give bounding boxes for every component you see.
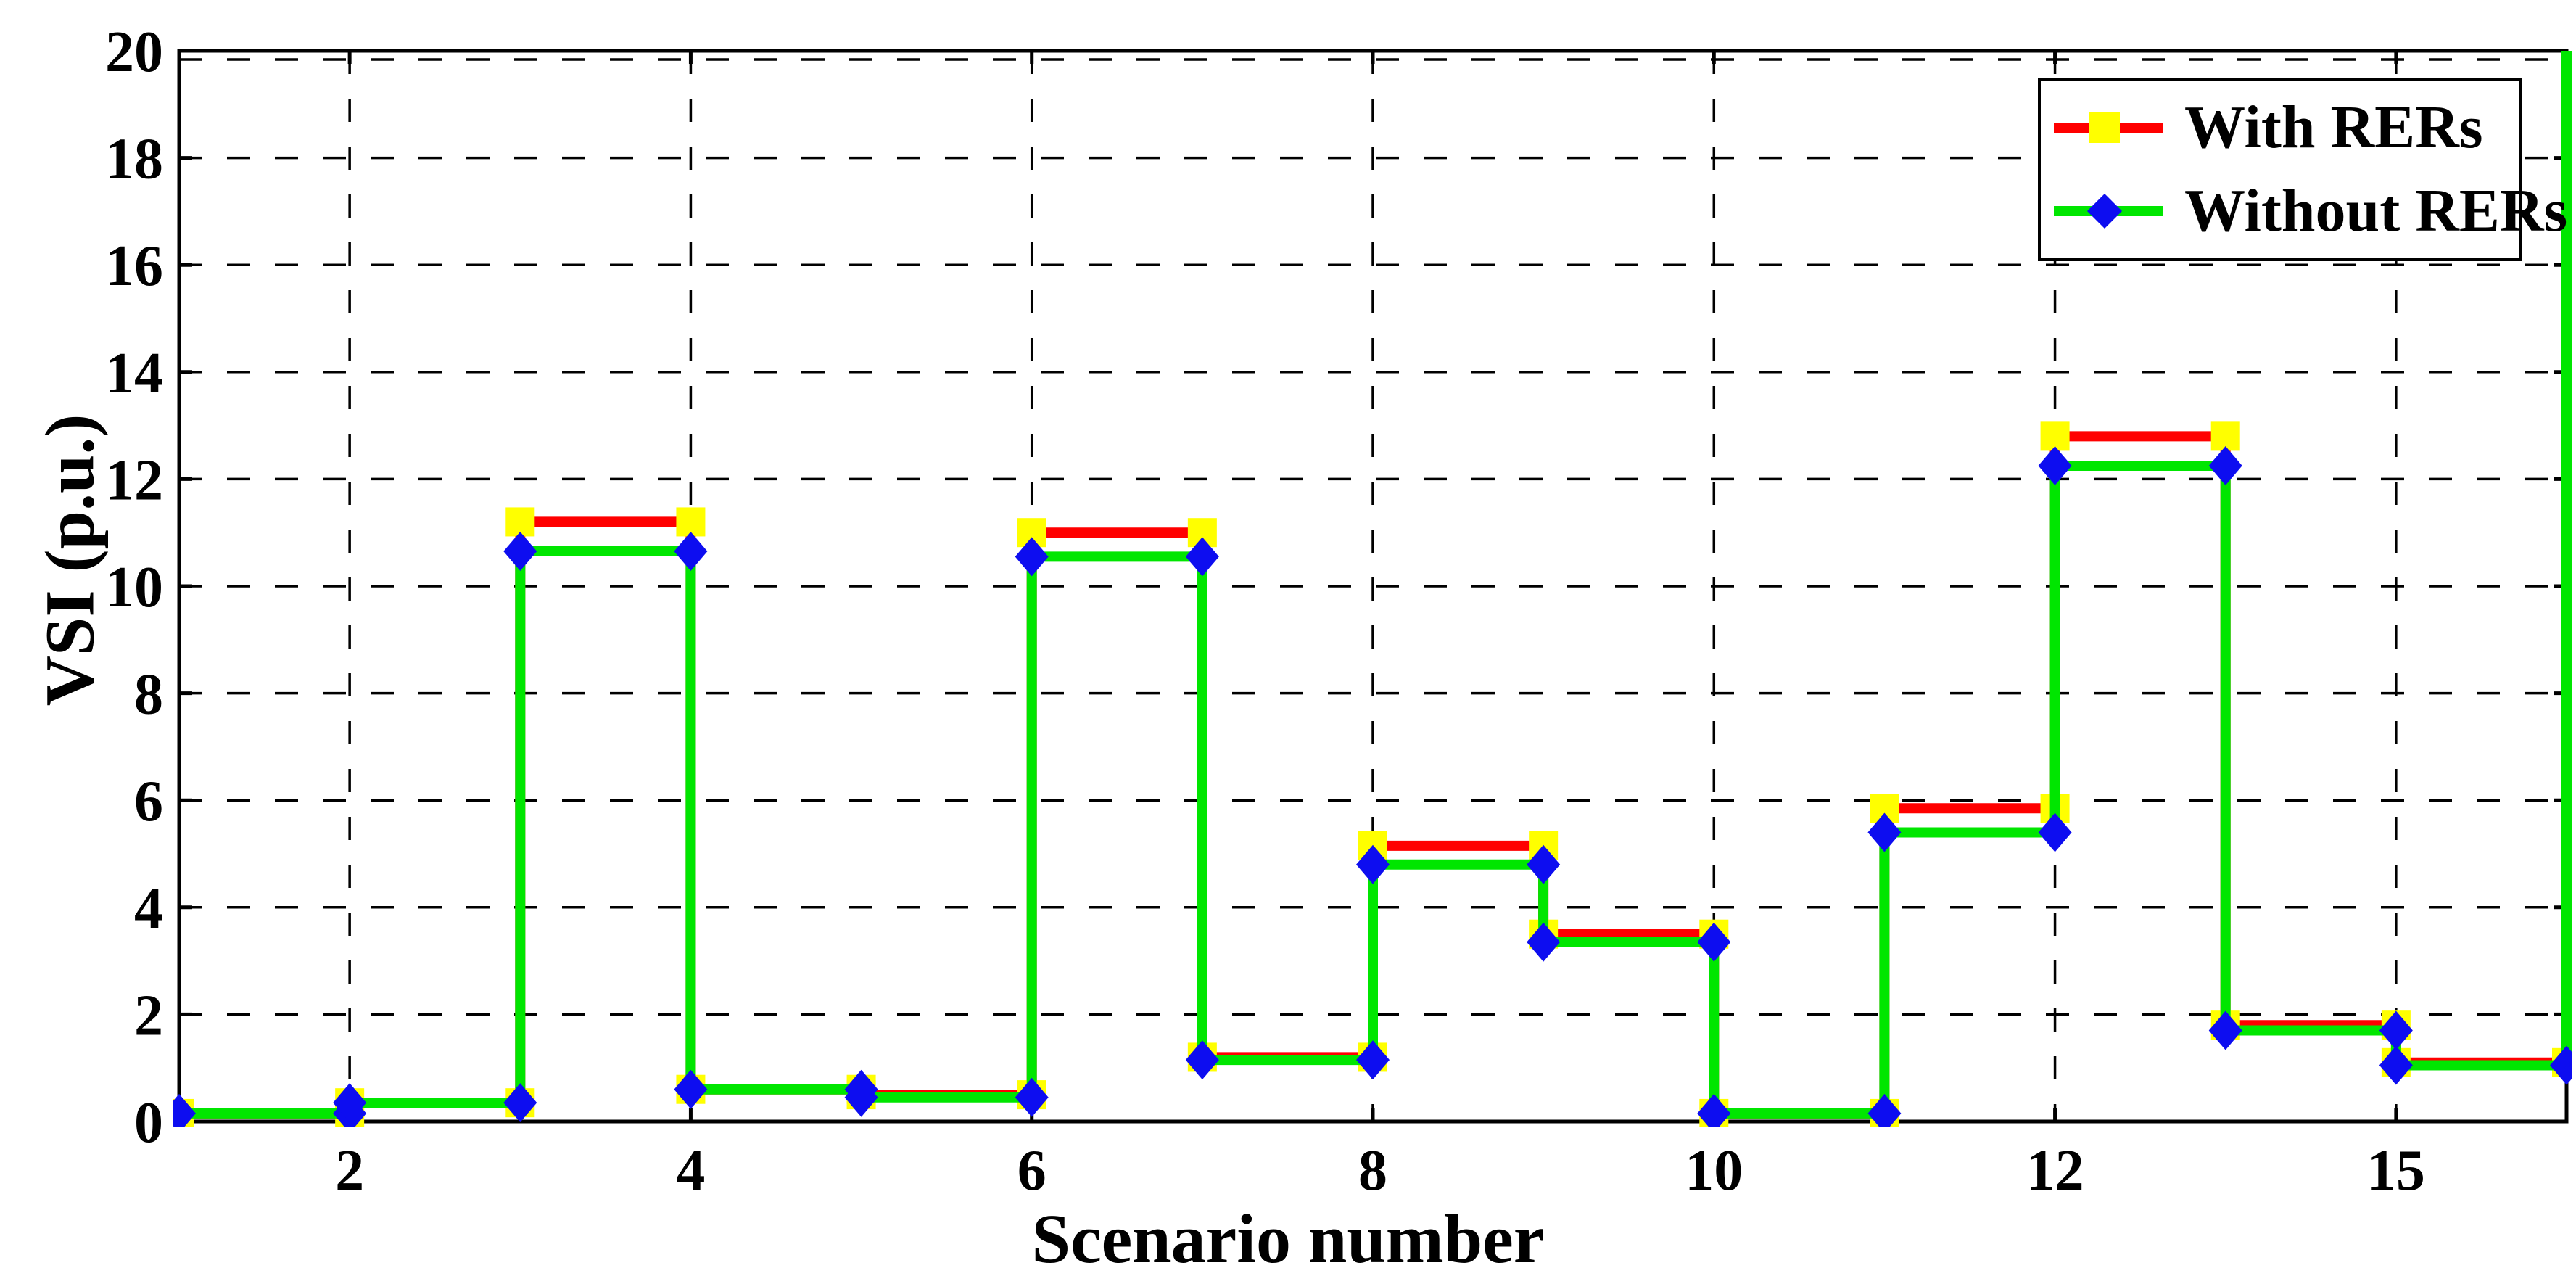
y-tick-label-14: 14 <box>105 342 163 406</box>
blue-diamond-marker-icon <box>674 1069 708 1109</box>
blue-diamond-marker-icon <box>2038 812 2072 852</box>
blue-diamond-marker-icon <box>2550 0 2576 17</box>
blue-diamond-marker-icon <box>2379 1045 2413 1085</box>
y-tick-label-12: 12 <box>105 448 163 512</box>
x-tick-label-8: 8 <box>1358 1139 1387 1203</box>
y-tick-label-4: 4 <box>134 877 163 941</box>
y-tick-label-8: 8 <box>134 663 163 727</box>
y-tick-label-16: 16 <box>105 234 163 298</box>
legend-box: With RERs Without RERs <box>2038 78 2567 261</box>
y-tick-label-0: 0 <box>134 1091 163 1155</box>
x-tick-labels: 2 4 6 8 10 12 15 <box>335 1139 2425 1203</box>
blue-diamond-marker-icon <box>674 532 708 572</box>
data-series-layer <box>173 0 2576 1127</box>
blue-diamond-marker-icon <box>844 1077 878 1117</box>
yellow-square-marker-icon <box>2210 421 2240 451</box>
x-tick-label-2: 2 <box>335 1139 364 1203</box>
blue-diamond-marker-icon <box>1015 537 1049 577</box>
y-tick-labels: 0 2 4 6 8 10 12 14 16 18 20 <box>105 20 163 1155</box>
legend-sample-with-rers <box>2054 91 2163 164</box>
blue-diamond-marker-icon <box>333 1083 367 1123</box>
blue-diamond-marker-icon <box>1185 537 1219 577</box>
blue-diamond-marker-icon <box>2086 193 2123 229</box>
blue-diamond-marker-icon <box>2379 1010 2413 1050</box>
series-markers-without-rers <box>173 0 2576 1127</box>
blue-diamond-marker-icon <box>2550 1045 2572 1085</box>
blue-diamond-marker-icon <box>1697 1093 1731 1127</box>
y-tick-label-20: 20 <box>105 20 163 84</box>
legend-item-without-rers: Without RERs <box>2054 175 2567 247</box>
blue-diamond-marker-icon <box>2208 1010 2242 1050</box>
blue-diamond-marker-icon <box>1867 812 1902 852</box>
legend-label-with-rers: With RERs <box>2184 94 2483 162</box>
legend-sample-without-rers <box>2054 175 2163 247</box>
blue-diamond-marker-icon <box>1527 844 1561 884</box>
yellow-square-marker-icon <box>2040 421 2070 451</box>
legend-label-without-rers: Without RERs <box>2184 176 2568 244</box>
yellow-square-marker-icon <box>2089 112 2120 144</box>
blue-diamond-marker-icon <box>1697 922 1731 962</box>
blue-diamond-marker-icon <box>1015 1077 1049 1117</box>
x-axis-title: Scenario number <box>1031 1200 1545 1276</box>
x-tick-label-6: 6 <box>1017 1139 1046 1203</box>
y-tick-label-10: 10 <box>105 556 163 620</box>
blue-diamond-marker-icon <box>2208 445 2242 485</box>
yellow-square-marker-icon <box>505 507 535 537</box>
x-tick-label-15: 15 <box>2367 1139 2425 1203</box>
y-tick-label-18: 18 <box>105 128 163 192</box>
blue-diamond-marker-icon <box>2038 445 2072 485</box>
x-tick-label-12: 12 <box>2026 1139 2084 1203</box>
blue-diamond-marker-icon <box>503 532 537 572</box>
yellow-square-marker-icon <box>2552 0 2576 12</box>
x-tick-label-4: 4 <box>676 1139 705 1203</box>
blue-diamond-marker-icon <box>1527 922 1561 962</box>
blue-diamond-marker-icon <box>1356 1040 1390 1080</box>
blue-diamond-marker-icon <box>173 1093 196 1127</box>
y-axis-title: VSI (p.u.) <box>30 413 109 707</box>
y-tick-label-2: 2 <box>134 984 163 1047</box>
blue-diamond-marker-icon <box>1185 1040 1219 1080</box>
tick-marks <box>179 49 2567 1124</box>
blue-diamond-marker-icon <box>503 1083 537 1123</box>
blue-diamond-marker-icon <box>1356 844 1390 884</box>
legend-item-with-rers: With RERs <box>2054 91 2519 164</box>
x-tick-label-10: 10 <box>1685 1139 1743 1203</box>
y-tick-label-6: 6 <box>134 770 163 833</box>
blue-diamond-marker-icon <box>1867 1093 1902 1127</box>
yellow-square-marker-icon <box>676 507 706 537</box>
